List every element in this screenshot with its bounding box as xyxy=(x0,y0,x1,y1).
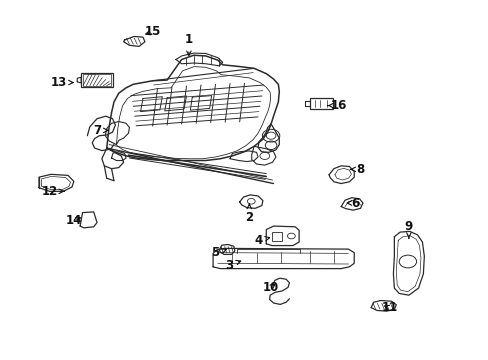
Text: 1: 1 xyxy=(184,33,193,55)
Text: 2: 2 xyxy=(245,204,253,224)
Text: 13: 13 xyxy=(50,76,73,89)
Text: 15: 15 xyxy=(144,25,161,39)
Text: 12: 12 xyxy=(42,185,64,198)
Text: 14: 14 xyxy=(66,214,82,227)
Text: 4: 4 xyxy=(254,234,269,247)
Text: 6: 6 xyxy=(346,197,359,210)
Text: 16: 16 xyxy=(327,99,346,112)
Bar xyxy=(83,75,110,86)
Text: 10: 10 xyxy=(263,280,279,293)
Text: 5: 5 xyxy=(211,246,226,259)
Text: 8: 8 xyxy=(350,163,364,176)
Text: 11: 11 xyxy=(381,301,397,314)
Bar xyxy=(271,232,281,241)
Bar xyxy=(309,99,332,109)
Text: 7: 7 xyxy=(93,124,108,137)
Text: 3: 3 xyxy=(224,258,240,271)
Bar xyxy=(81,73,112,87)
Text: 9: 9 xyxy=(404,220,412,238)
